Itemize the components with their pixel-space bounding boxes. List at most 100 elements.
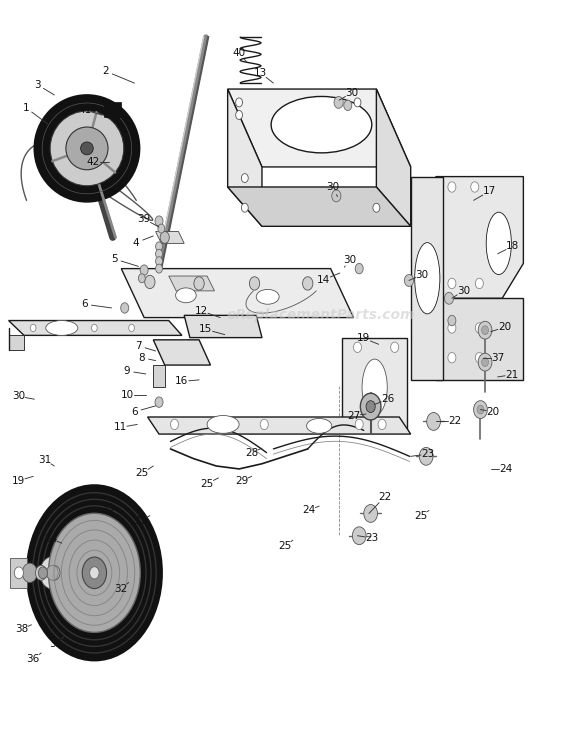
Text: 5: 5 bbox=[111, 254, 118, 264]
Circle shape bbox=[158, 224, 165, 233]
Circle shape bbox=[482, 326, 488, 335]
Circle shape bbox=[236, 111, 243, 119]
Circle shape bbox=[366, 401, 375, 413]
Polygon shape bbox=[153, 340, 210, 365]
Text: 21: 21 bbox=[505, 370, 519, 380]
Circle shape bbox=[194, 277, 204, 290]
Circle shape bbox=[344, 100, 352, 111]
Circle shape bbox=[448, 315, 456, 326]
Text: 34: 34 bbox=[43, 533, 57, 544]
Polygon shape bbox=[376, 89, 411, 226]
Text: 31: 31 bbox=[38, 455, 51, 465]
Text: 23: 23 bbox=[365, 533, 379, 543]
Circle shape bbox=[474, 401, 487, 418]
Circle shape bbox=[475, 278, 483, 289]
Text: 25: 25 bbox=[278, 541, 292, 551]
Text: 32: 32 bbox=[114, 584, 128, 594]
Circle shape bbox=[156, 257, 162, 266]
Circle shape bbox=[475, 352, 483, 363]
Ellipse shape bbox=[66, 127, 108, 170]
Ellipse shape bbox=[207, 416, 239, 433]
Text: 7: 7 bbox=[135, 341, 142, 351]
Polygon shape bbox=[9, 321, 182, 335]
Circle shape bbox=[46, 567, 55, 579]
Ellipse shape bbox=[307, 418, 332, 433]
Ellipse shape bbox=[27, 485, 162, 660]
Ellipse shape bbox=[176, 288, 196, 303]
Circle shape bbox=[22, 563, 37, 582]
Text: 36: 36 bbox=[26, 654, 40, 664]
Ellipse shape bbox=[256, 289, 279, 304]
Circle shape bbox=[156, 264, 162, 273]
Polygon shape bbox=[104, 102, 121, 117]
Circle shape bbox=[478, 353, 492, 371]
Text: 30: 30 bbox=[457, 286, 470, 296]
Ellipse shape bbox=[81, 142, 93, 155]
Polygon shape bbox=[228, 187, 411, 226]
Circle shape bbox=[303, 277, 313, 290]
Circle shape bbox=[156, 242, 162, 251]
Text: 42: 42 bbox=[86, 157, 100, 167]
Text: 15: 15 bbox=[199, 324, 213, 335]
Text: 16: 16 bbox=[175, 376, 189, 387]
Circle shape bbox=[448, 182, 456, 192]
Text: 33: 33 bbox=[101, 502, 114, 513]
Polygon shape bbox=[228, 89, 262, 226]
Circle shape bbox=[334, 96, 343, 108]
Circle shape bbox=[360, 393, 381, 420]
Text: 38: 38 bbox=[15, 624, 29, 634]
Ellipse shape bbox=[362, 359, 387, 416]
Circle shape bbox=[170, 419, 178, 430]
Circle shape bbox=[49, 565, 60, 580]
Polygon shape bbox=[10, 558, 27, 588]
Polygon shape bbox=[153, 365, 165, 387]
Circle shape bbox=[444, 292, 454, 304]
Ellipse shape bbox=[271, 96, 372, 153]
Text: 25: 25 bbox=[135, 468, 149, 479]
Circle shape bbox=[355, 263, 363, 274]
Circle shape bbox=[241, 203, 248, 212]
Circle shape bbox=[448, 278, 456, 289]
Circle shape bbox=[355, 419, 363, 430]
Ellipse shape bbox=[82, 557, 106, 588]
Polygon shape bbox=[342, 338, 407, 432]
Circle shape bbox=[155, 216, 163, 226]
Circle shape bbox=[241, 174, 248, 183]
Text: 39: 39 bbox=[137, 214, 151, 224]
Circle shape bbox=[40, 556, 65, 589]
Text: 27: 27 bbox=[347, 410, 360, 421]
Text: 3: 3 bbox=[34, 79, 41, 90]
Circle shape bbox=[478, 321, 492, 339]
Ellipse shape bbox=[49, 513, 140, 632]
Polygon shape bbox=[411, 177, 443, 380]
Circle shape bbox=[427, 413, 440, 430]
Circle shape bbox=[404, 275, 414, 286]
Circle shape bbox=[92, 324, 97, 332]
Circle shape bbox=[145, 275, 155, 289]
Circle shape bbox=[448, 352, 456, 363]
Text: 17: 17 bbox=[482, 186, 496, 197]
Text: 1: 1 bbox=[22, 102, 29, 113]
Circle shape bbox=[160, 232, 169, 243]
Text: 37: 37 bbox=[491, 352, 505, 363]
Text: 30: 30 bbox=[344, 255, 356, 265]
Circle shape bbox=[353, 342, 362, 352]
Text: 25: 25 bbox=[414, 510, 427, 521]
Circle shape bbox=[364, 505, 378, 522]
Circle shape bbox=[140, 265, 148, 275]
Circle shape bbox=[352, 527, 366, 545]
Text: 41: 41 bbox=[78, 105, 92, 115]
Ellipse shape bbox=[415, 243, 440, 314]
Text: 10: 10 bbox=[121, 390, 133, 400]
Polygon shape bbox=[121, 269, 353, 318]
Text: 22: 22 bbox=[448, 416, 462, 427]
Text: 6: 6 bbox=[131, 407, 138, 417]
Text: 30: 30 bbox=[416, 269, 428, 280]
Polygon shape bbox=[112, 506, 142, 518]
Text: 40: 40 bbox=[233, 48, 245, 59]
Ellipse shape bbox=[486, 212, 511, 275]
Text: 30: 30 bbox=[345, 88, 358, 98]
Text: 19: 19 bbox=[11, 476, 25, 486]
Text: 18: 18 bbox=[506, 241, 519, 252]
Text: 20: 20 bbox=[487, 407, 499, 417]
